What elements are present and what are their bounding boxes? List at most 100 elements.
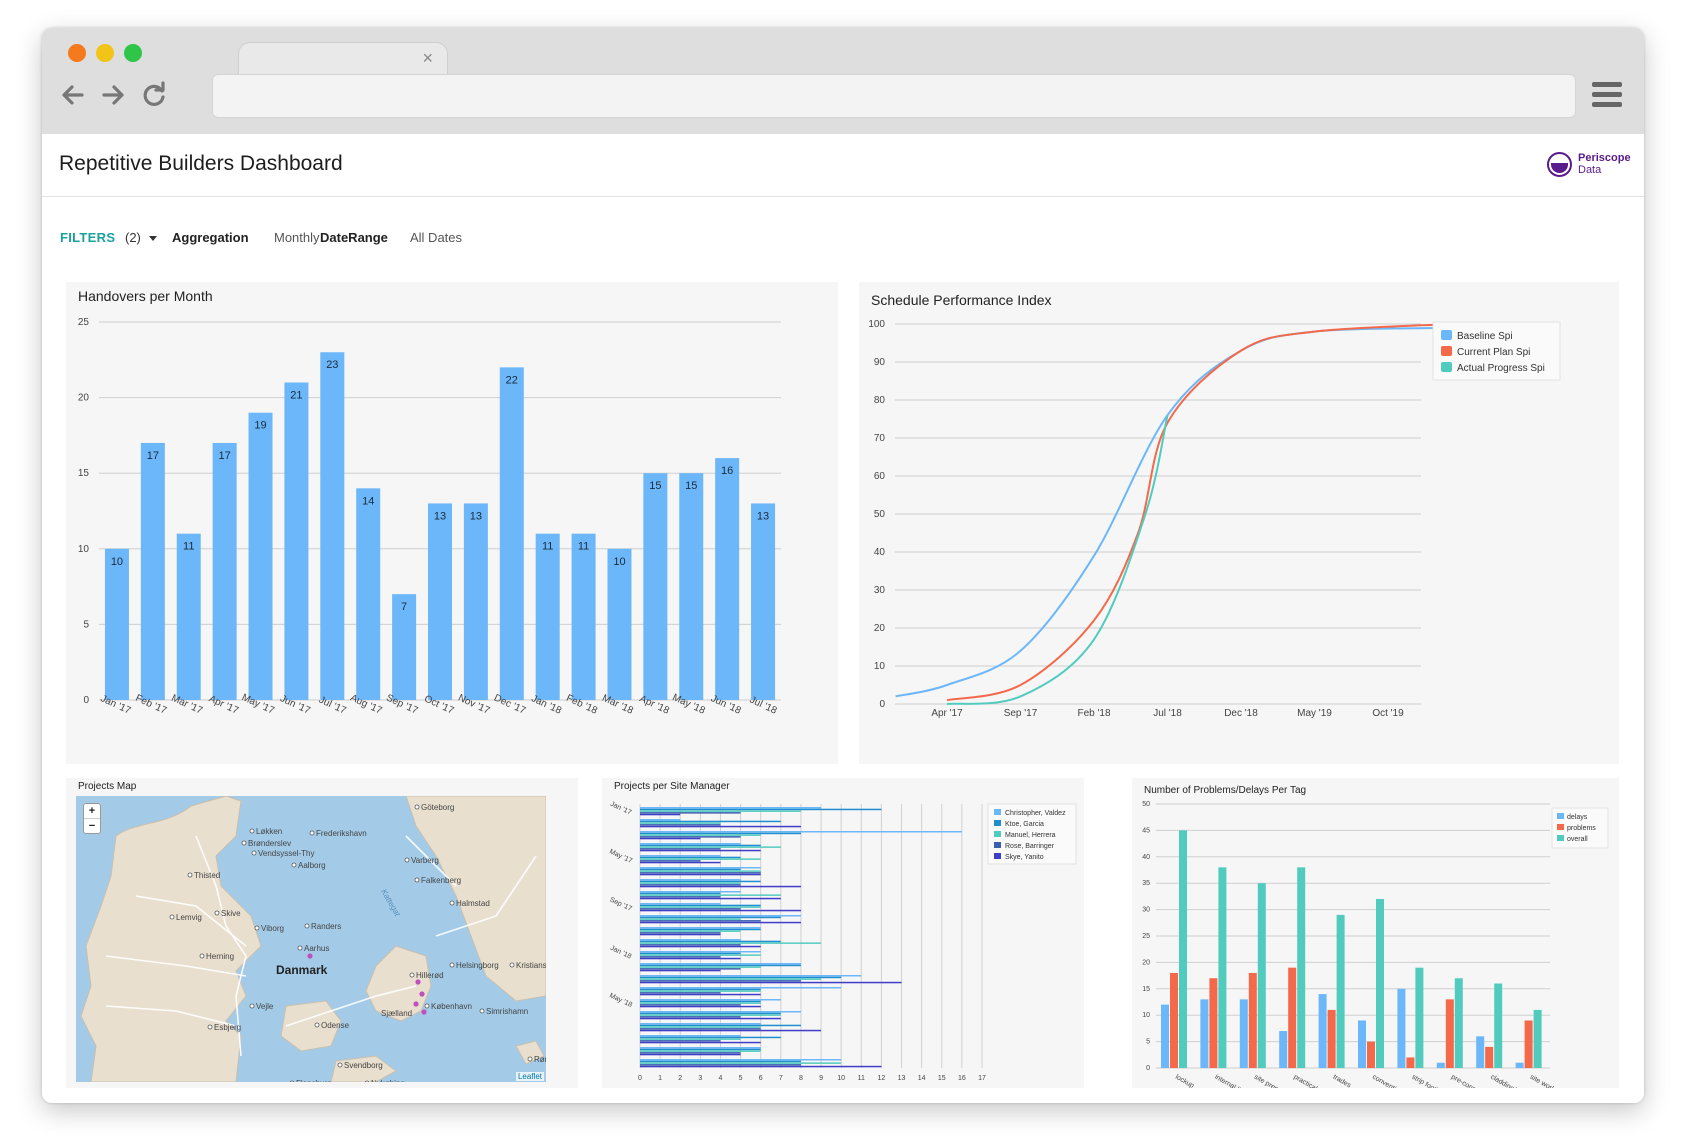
- browser-tab[interactable]: ×: [238, 42, 448, 77]
- bar: [212, 442, 237, 700]
- map-place-label: Frederikshavn: [316, 829, 367, 838]
- filters-count[interactable]: (2): [125, 230, 141, 245]
- hamburger-menu-icon[interactable]: [1592, 82, 1622, 110]
- bar: [640, 952, 741, 955]
- back-arrow-icon[interactable]: [58, 80, 88, 110]
- bar-value-label: 22: [506, 374, 518, 386]
- bar-value-label: 10: [111, 556, 123, 568]
- reload-icon[interactable]: [139, 80, 169, 110]
- legend-swatch: [994, 820, 1001, 826]
- map-place-label: Svendborg: [344, 1061, 383, 1070]
- bar: [640, 831, 962, 833]
- y-tick-label: Jan '18: [609, 945, 632, 961]
- x-tick-label: site preparation: [1253, 1074, 1298, 1088]
- map-place-label: Kristianstad: [516, 961, 546, 970]
- bar: [640, 892, 721, 895]
- bar: [640, 1064, 801, 1066]
- bar: [1336, 914, 1345, 1068]
- problems-panel: Number of Problems/Delays Per Tag 0 5 10 15…: [1132, 778, 1619, 1103]
- bar: [640, 1000, 761, 1003]
- land-bornholm: [515, 1040, 545, 1065]
- bar: [571, 533, 596, 700]
- map-city-dot: [404, 857, 410, 863]
- filters-toggle[interactable]: FILTERS: [60, 230, 116, 245]
- map-city-dot: [249, 1003, 255, 1009]
- bar: [640, 867, 761, 869]
- x-tick-label: conventional |: [1371, 1074, 1412, 1088]
- legend-swatch: [1557, 835, 1564, 841]
- map-place-label: Flensburg: [296, 1079, 332, 1082]
- map-place-label: Hillerød: [416, 971, 444, 980]
- map-city-dot: [509, 962, 515, 968]
- bar: [640, 939, 741, 941]
- legend-label: overall: [1567, 836, 1588, 843]
- bar: [1161, 1004, 1169, 1068]
- map-city-dot: [254, 925, 260, 931]
- map-tiles[interactable]: GöteborgFrederikshavnLøkkenBrønderslevVe…: [76, 796, 546, 1082]
- x-tick-label: 2: [678, 1075, 682, 1082]
- bar: [640, 1059, 842, 1061]
- y-tick-label: 0: [1146, 1065, 1150, 1072]
- bar: [640, 918, 741, 920]
- zoom-out-button[interactable]: −: [84, 818, 100, 833]
- bar: [640, 1014, 781, 1016]
- bar-value-label: 17: [219, 450, 231, 462]
- bar: [640, 1026, 761, 1028]
- map-place-label: Simrishamn: [486, 1007, 528, 1016]
- chevron-down-icon[interactable]: [149, 236, 157, 241]
- bar: [1376, 899, 1384, 1068]
- y-tick-label: 45: [1142, 827, 1150, 834]
- bar: [640, 1052, 741, 1054]
- forward-arrow-icon[interactable]: [98, 80, 128, 110]
- bar: [1524, 1020, 1533, 1068]
- periscope-logo[interactable]: Periscope Data: [1547, 152, 1637, 182]
- legend-box: [1432, 321, 1561, 381]
- bar: [640, 885, 801, 888]
- bar: [1406, 1057, 1415, 1068]
- map-place-label: Randers: [311, 922, 341, 931]
- bar: [640, 903, 721, 905]
- projects-map[interactable]: Göteborg Frederikshavn Løkken Brønderslev Ve…: [76, 796, 546, 1082]
- bar: [640, 849, 761, 852]
- bar: [640, 807, 822, 809]
- minimize-window-button[interactable]: [96, 44, 114, 62]
- address-bar[interactable]: [212, 74, 1576, 118]
- legend-label: Actual Progress Spi: [1457, 363, 1545, 374]
- map-attribution[interactable]: Leaflet: [515, 1072, 544, 1081]
- y-tick-label: 30: [874, 585, 886, 596]
- y-tick-label: May '18: [608, 992, 633, 1009]
- y-tick-label: Sep '17: [608, 896, 632, 912]
- x-tick-label: May '19: [1297, 708, 1332, 719]
- legend-label: Ktoe, Garcia: [1005, 821, 1044, 828]
- map-city-dot: [249, 828, 255, 834]
- map-place-label: Helsingborg: [456, 961, 499, 970]
- y-tick-label: 40: [874, 547, 886, 558]
- daterange-value[interactable]: All Dates: [410, 230, 463, 245]
- legend-swatch: [1441, 346, 1452, 356]
- zoom-in-button[interactable]: +: [88, 805, 96, 817]
- bar: [640, 990, 761, 992]
- maximize-window-button[interactable]: [124, 44, 142, 62]
- x-tick-label: site works: [1529, 1074, 1560, 1088]
- bar: [640, 832, 801, 835]
- map-city-dot: [479, 1008, 485, 1014]
- legend-label: problems: [1567, 825, 1596, 832]
- aggregation-value[interactable]: Monthly: [274, 230, 320, 245]
- bar: [1358, 1020, 1366, 1068]
- legend-swatch: [994, 809, 1001, 815]
- problems-chart: 0 5 10 15 20 25 30 35 40 45 50 lockup internal linin…: [1142, 801, 1609, 1103]
- bar: [1288, 967, 1297, 1068]
- bar: [640, 858, 761, 860]
- legend-label: delays: [1567, 814, 1588, 821]
- bar: [640, 880, 761, 883]
- y-tick-label: 20: [78, 393, 90, 404]
- bar-value-label: 19: [254, 420, 266, 432]
- bar: [392, 594, 417, 700]
- close-window-button[interactable]: [68, 44, 86, 62]
- tab-close-icon[interactable]: ×: [422, 48, 433, 68]
- legend-label: Christopher, Valdez: [1005, 810, 1066, 817]
- bar: [640, 933, 721, 936]
- bar: [640, 1050, 761, 1052]
- bar: [751, 503, 776, 700]
